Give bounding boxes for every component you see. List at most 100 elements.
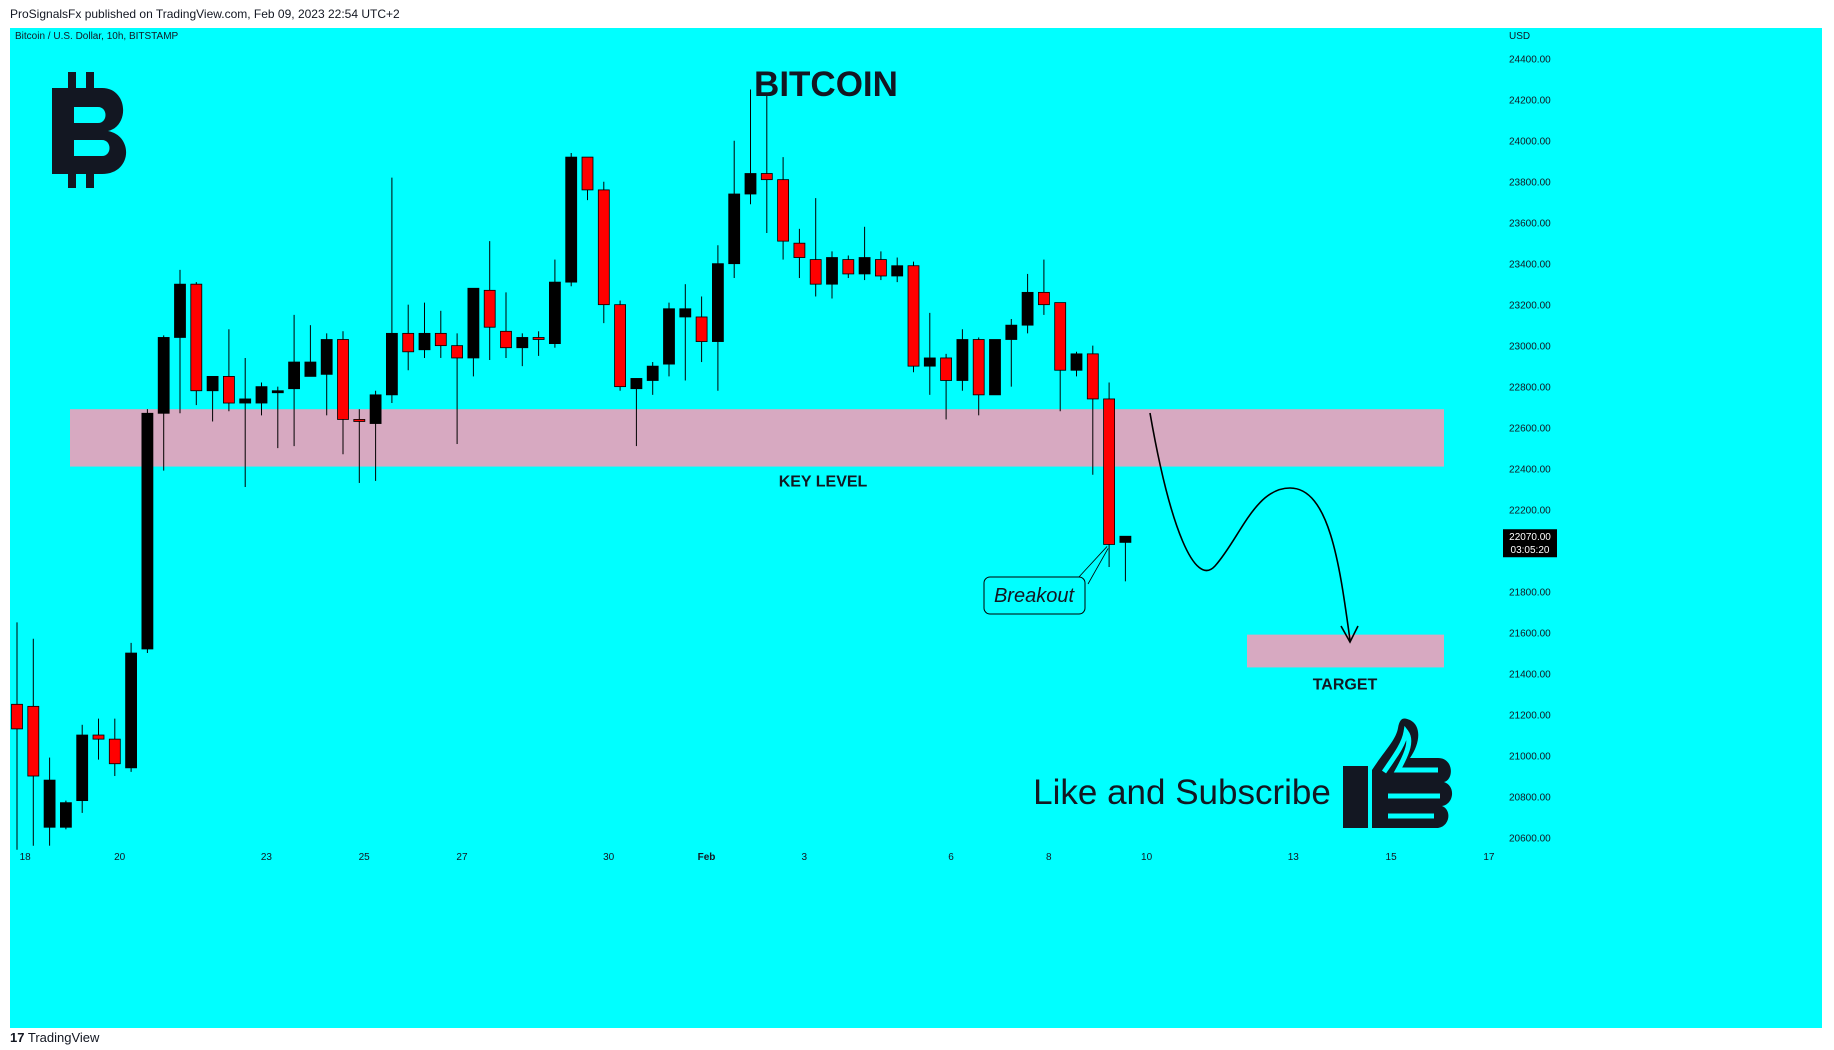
candle-body	[60, 802, 72, 828]
candle[interactable]	[190, 282, 203, 406]
candle-body	[304, 361, 317, 377]
candle[interactable]	[695, 296, 708, 363]
candle[interactable]	[777, 157, 789, 260]
candle[interactable]	[27, 638, 40, 846]
candle[interactable]	[206, 375, 219, 422]
key-level-label: KEY LEVEL	[779, 474, 868, 491]
candle[interactable]	[255, 382, 268, 416]
candle[interactable]	[320, 333, 333, 416]
candle-body	[157, 337, 170, 414]
candle[interactable]	[1054, 302, 1067, 412]
candle[interactable]	[597, 181, 610, 324]
candle-body	[222, 375, 235, 404]
candle[interactable]	[614, 300, 626, 391]
chart-panel[interactable]: KEY LEVEL TARGET Breakout BITCOIN Like and …	[10, 28, 1822, 1028]
candle[interactable]	[923, 312, 936, 395]
candle[interactable]	[1119, 535, 1132, 582]
tradingview-footer: 17 TradingView	[10, 1030, 99, 1045]
candle[interactable]	[402, 304, 415, 371]
candle[interactable]	[337, 331, 349, 455]
x-tick-label: 13	[1288, 852, 1300, 863]
candle-body	[728, 193, 741, 265]
candle[interactable]	[239, 357, 252, 488]
candle[interactable]	[304, 325, 317, 377]
candle[interactable]	[907, 261, 920, 373]
candle[interactable]	[744, 89, 757, 205]
candle[interactable]	[1070, 351, 1083, 377]
candle[interactable]	[271, 386, 284, 449]
candle-body	[206, 375, 219, 392]
candle[interactable]	[793, 228, 806, 279]
candle-body	[43, 779, 56, 828]
candle[interactable]	[646, 362, 659, 395]
candle-body	[532, 337, 545, 340]
x-tick-label: 23	[261, 852, 273, 863]
candle[interactable]	[565, 153, 578, 287]
candlestick-chart[interactable]: KEY LEVEL TARGET Breakout BITCOIN Like and …	[10, 28, 1822, 1028]
candle-body	[467, 287, 480, 359]
candle[interactable]	[451, 333, 464, 445]
candle[interactable]	[222, 329, 235, 412]
candle-body	[239, 398, 252, 404]
candle[interactable]	[842, 255, 855, 279]
candle[interactable]	[972, 337, 985, 416]
candle[interactable]	[728, 140, 741, 279]
candle[interactable]	[385, 177, 398, 404]
candle[interactable]	[418, 302, 431, 358]
candle[interactable]	[809, 198, 822, 297]
candle[interactable]	[500, 292, 512, 358]
candle[interactable]	[532, 331, 545, 356]
candle-body	[597, 189, 610, 306]
candle[interactable]	[76, 724, 89, 813]
candle[interactable]	[516, 333, 529, 367]
candle[interactable]	[108, 718, 121, 777]
candle[interactable]	[1086, 345, 1099, 475]
candle[interactable]	[467, 287, 480, 377]
candle[interactable]	[858, 226, 871, 281]
candle[interactable]	[1005, 319, 1018, 387]
candle[interactable]	[43, 757, 56, 846]
candle-body	[288, 361, 301, 390]
bitcoin-logo-bar	[86, 170, 94, 188]
candle-body	[1021, 291, 1034, 326]
candle[interactable]	[956, 329, 969, 391]
candle[interactable]	[989, 339, 1001, 396]
candle[interactable]	[92, 718, 105, 760]
candle[interactable]	[141, 409, 154, 654]
candle[interactable]	[549, 259, 561, 348]
candle[interactable]	[875, 251, 887, 281]
tradingview-logo-icon: 17	[10, 1030, 25, 1045]
candle[interactable]	[1103, 382, 1115, 567]
candle[interactable]	[11, 622, 23, 850]
candle[interactable]	[60, 800, 72, 830]
candle-body	[712, 263, 724, 342]
thumbs-up-detail	[1381, 725, 1440, 819]
candle[interactable]	[1021, 273, 1034, 334]
candle[interactable]	[483, 241, 496, 360]
candle[interactable]	[288, 314, 301, 447]
candle[interactable]	[369, 390, 382, 481]
candle[interactable]	[940, 353, 952, 420]
candle-body	[858, 257, 871, 275]
target-label: TARGET	[1313, 676, 1378, 693]
candle[interactable]	[434, 310, 447, 358]
candle[interactable]	[581, 156, 594, 201]
thumbs-up-icon[interactable]	[1343, 718, 1453, 828]
candle[interactable]	[760, 93, 773, 233]
candle[interactable]	[1038, 259, 1050, 315]
y-tick-label: 23800.00	[1509, 178, 1551, 189]
candle-body	[614, 304, 626, 388]
candle[interactable]	[712, 245, 724, 391]
x-tick-label: 15	[1386, 852, 1398, 863]
candle-body	[108, 738, 121, 765]
candle[interactable]	[157, 335, 170, 471]
candle-body	[940, 357, 952, 381]
candle[interactable]	[630, 378, 643, 447]
candle[interactable]	[826, 251, 838, 299]
candle[interactable]	[663, 302, 675, 377]
candle[interactable]	[679, 284, 692, 381]
candle[interactable]	[174, 269, 186, 414]
candle[interactable]	[353, 409, 366, 483]
candle[interactable]	[891, 257, 904, 283]
candle[interactable]	[125, 642, 137, 772]
